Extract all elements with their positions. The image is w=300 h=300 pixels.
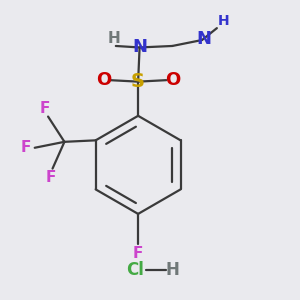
- Text: O: O: [165, 71, 181, 89]
- Text: H: H: [165, 261, 179, 279]
- Text: F: F: [133, 246, 143, 261]
- Text: F: F: [46, 170, 56, 185]
- Text: H: H: [218, 14, 230, 28]
- Text: N: N: [132, 38, 147, 56]
- Text: F: F: [39, 101, 50, 116]
- Text: F: F: [21, 140, 31, 155]
- Text: H: H: [107, 31, 120, 46]
- Text: Cl: Cl: [126, 261, 144, 279]
- Text: O: O: [96, 71, 111, 89]
- Text: S: S: [131, 72, 145, 91]
- Text: N: N: [196, 29, 211, 47]
